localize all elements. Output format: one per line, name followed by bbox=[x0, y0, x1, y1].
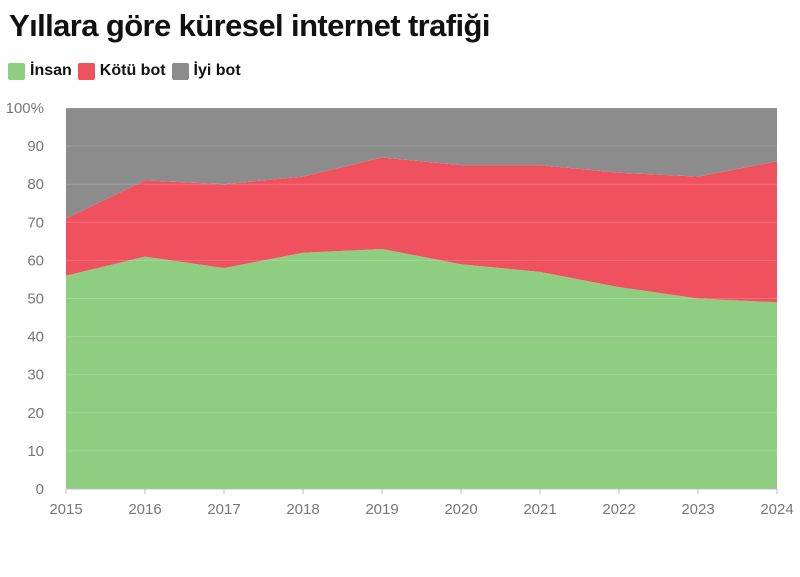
y-tick-label: 10 bbox=[27, 443, 44, 460]
x-tick-label: 2017 bbox=[207, 501, 240, 518]
y-tick-label: 50 bbox=[27, 291, 44, 308]
legend-swatch-insan bbox=[8, 62, 25, 80]
y-tick-label: 90 bbox=[27, 138, 44, 155]
y-tick-label: 100% bbox=[6, 100, 44, 117]
x-tick-label: 2024 bbox=[760, 501, 793, 518]
legend-label-kotu-bot: Kötü bot bbox=[99, 62, 166, 79]
legend-item-insan: İnsan bbox=[8, 62, 72, 80]
y-tick-label: 40 bbox=[27, 329, 44, 346]
y-tick-label: 80 bbox=[27, 176, 44, 193]
chart-legend: İnsan Kötü bot İyi bot bbox=[8, 62, 247, 80]
x-tick-label: 2021 bbox=[523, 501, 556, 518]
x-tick-label: 2015 bbox=[49, 501, 82, 518]
gridlines bbox=[66, 107, 777, 490]
legend-label-iyi-bot: İyi bot bbox=[193, 62, 241, 79]
area-iyi-bot bbox=[66, 108, 777, 219]
area-layers bbox=[66, 108, 777, 489]
legend-swatch-iyi-bot bbox=[171, 62, 189, 80]
legend-item-iyi-bot: İyi bot bbox=[171, 62, 241, 80]
y-tick-label: 20 bbox=[27, 405, 44, 422]
x-tick-label: 2019 bbox=[365, 501, 398, 518]
legend-swatch-kotu-bot bbox=[77, 62, 95, 80]
area-insan bbox=[66, 248, 777, 489]
x-tick-label: 2022 bbox=[602, 501, 635, 518]
y-tick-label: 70 bbox=[27, 214, 44, 231]
chart-title: Yıllara göre küresel internet trafiği bbox=[9, 8, 490, 43]
legend-item-kotu-bot: Kötü bot bbox=[77, 62, 166, 80]
y-tick-label: 0 bbox=[36, 481, 44, 498]
x-tick-label: 2018 bbox=[286, 501, 319, 518]
x-tick-label: 2023 bbox=[681, 501, 714, 518]
area-kotu-bot bbox=[66, 157, 777, 303]
y-tick-label: 30 bbox=[27, 367, 44, 384]
x-tick-label: 2020 bbox=[444, 501, 477, 518]
legend-label-insan: İnsan bbox=[30, 62, 72, 79]
x-tick-label: 2016 bbox=[128, 501, 161, 518]
y-tick-label: 60 bbox=[27, 252, 44, 269]
